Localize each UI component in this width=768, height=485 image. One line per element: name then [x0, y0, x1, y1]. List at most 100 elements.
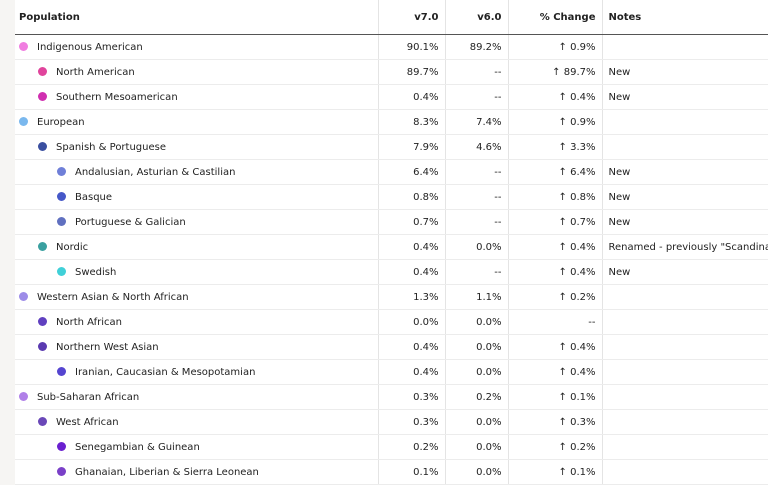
change-cell: --: [508, 310, 602, 335]
population-name: Southern Mesoamerican: [56, 92, 178, 103]
v7-cell: 1.3%: [378, 285, 445, 310]
notes-cell: New: [602, 185, 768, 210]
population-name: Andalusian, Asturian & Castilian: [75, 167, 235, 178]
v6-cell: 0.0%: [445, 410, 508, 435]
v6-cell: --: [445, 85, 508, 110]
note-text: New: [609, 217, 631, 228]
population-name: Indigenous American: [37, 42, 143, 53]
header-cell: Notes: [602, 0, 768, 35]
change-cell: ↑ 0.2%: [508, 285, 602, 310]
population-name: Ghanaian, Liberian & Sierra Leonean: [75, 467, 259, 478]
change-cell: ↑ 0.4%: [508, 260, 602, 285]
note-text: New: [609, 192, 631, 203]
change-cell: ↑ 0.3%: [508, 410, 602, 435]
note-text: New: [609, 92, 631, 103]
header-row: Population v7.0 v6.0 % Change Notes: [15, 0, 768, 35]
population-cell: Iranian, Caucasian & Mesopotamian: [15, 360, 378, 385]
population-cell: Indigenous American: [15, 35, 378, 60]
note-text: New: [609, 167, 631, 178]
color-dot: [38, 67, 47, 76]
population-cell: Andalusian, Asturian & Castilian: [15, 160, 378, 185]
note-text: New: [609, 67, 631, 78]
population-name: Nordic: [56, 242, 88, 253]
notes-cell: [602, 385, 768, 410]
v6-cell: --: [445, 260, 508, 285]
change-cell: ↑ 0.9%: [508, 110, 602, 135]
v7-cell: 0.3%: [378, 410, 445, 435]
note-text: Renamed - previously "Scandinavian": [609, 242, 768, 253]
population-name: Northern West Asian: [56, 342, 159, 353]
population-name: Western Asian & North African: [37, 292, 189, 303]
v7-cell: 0.4%: [378, 235, 445, 260]
population-cell: Northern West Asian: [15, 335, 378, 360]
color-dot: [57, 192, 66, 201]
population-cell: Nordic: [15, 235, 378, 260]
color-dot: [38, 417, 47, 426]
notes-cell: [602, 310, 768, 335]
v7-cell: 0.4%: [378, 260, 445, 285]
v7-cell: 0.8%: [378, 185, 445, 210]
v6-cell: 1.1%: [445, 285, 508, 310]
v6-cell: 0.0%: [445, 310, 508, 335]
notes-cell: [602, 110, 768, 135]
population-name: Sub-Saharan African: [37, 392, 139, 403]
notes-cell: [602, 285, 768, 310]
note-text: New: [609, 267, 631, 278]
v6-cell: 0.0%: [445, 435, 508, 460]
v7-cell: 7.9%: [378, 135, 445, 160]
notes-cell: New: [602, 60, 768, 85]
population-name: Basque: [75, 192, 112, 203]
notes-cell: [602, 435, 768, 460]
population-name: European: [37, 117, 85, 128]
table-body: Indigenous American 90.1%89.2% ↑ 0.9% North…: [15, 35, 768, 485]
v6-cell: 0.0%: [445, 360, 508, 385]
color-dot: [57, 267, 66, 276]
color-dot: [57, 217, 66, 226]
v7-cell: 0.4%: [378, 85, 445, 110]
v7-cell: 90.1%: [378, 35, 445, 60]
color-dot: [19, 292, 28, 301]
color-dot: [57, 167, 66, 176]
v7-cell: 0.4%: [378, 360, 445, 385]
change-cell: ↑ 0.4%: [508, 360, 602, 385]
color-dot: [38, 317, 47, 326]
population-name: Swedish: [75, 267, 116, 278]
change-cell: ↑ 3.3%: [508, 135, 602, 160]
population-cell: Spanish & Portuguese: [15, 135, 378, 160]
population-name: Spanish & Portuguese: [56, 142, 166, 153]
population-cell: Sub-Saharan African: [15, 385, 378, 410]
v6-cell: --: [445, 210, 508, 235]
v6-cell: 89.2%: [445, 35, 508, 60]
population-name: Senegambian & Guinean: [75, 442, 200, 453]
population-cell: Basque: [15, 185, 378, 210]
notes-cell: New: [602, 85, 768, 110]
v6-cell: --: [445, 160, 508, 185]
population-cell: North African: [15, 310, 378, 335]
population-cell: Southern Mesoamerican: [15, 85, 378, 110]
population-name: Portuguese & Galician: [75, 217, 186, 228]
change-cell: ↑ 6.4%: [508, 160, 602, 185]
v7-cell: 0.7%: [378, 210, 445, 235]
color-dot: [38, 342, 47, 351]
color-dot: [38, 92, 47, 101]
color-dot: [57, 367, 66, 376]
notes-cell: New: [602, 260, 768, 285]
notes-cell: New: [602, 160, 768, 185]
change-cell: ↑ 0.1%: [508, 385, 602, 410]
color-dot: [19, 42, 28, 51]
header-cell: Population: [15, 0, 378, 35]
v6-cell: 0.0%: [445, 335, 508, 360]
change-cell: ↑ 0.4%: [508, 235, 602, 260]
population-row: Western Asian & North African 1.3%1.1%↑ 0…: [15, 285, 768, 310]
